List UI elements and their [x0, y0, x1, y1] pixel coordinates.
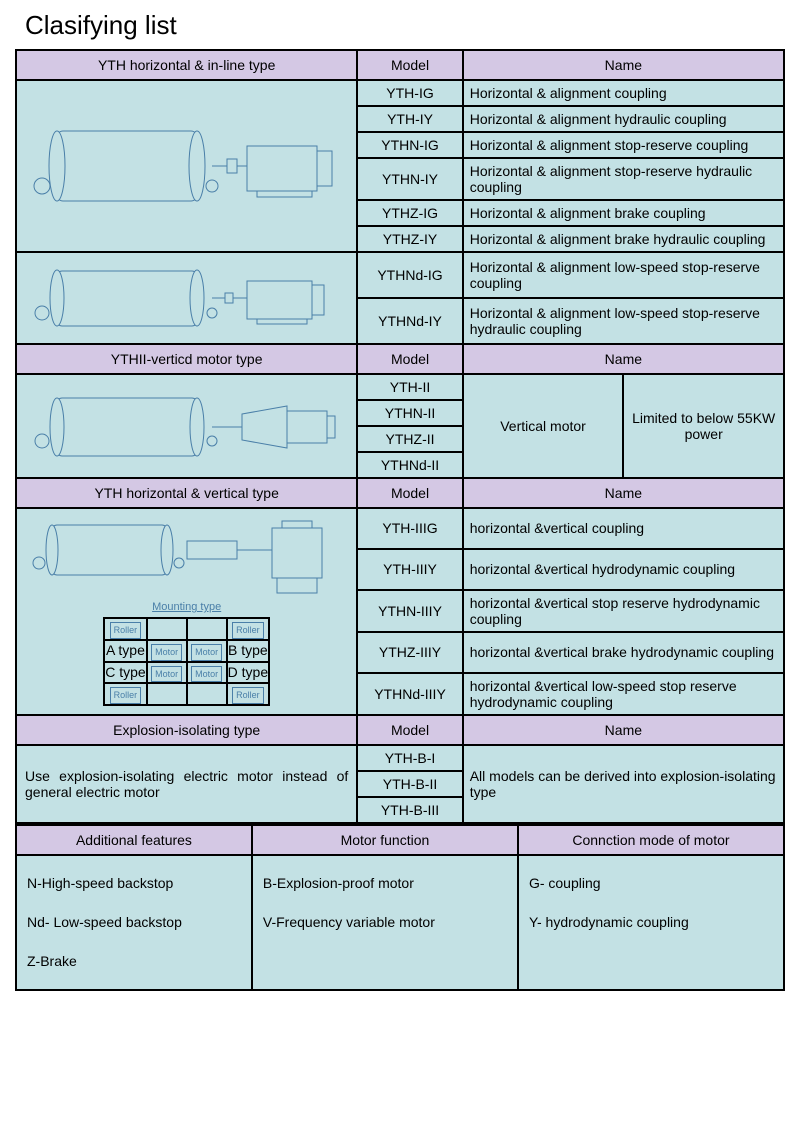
diagram-section1a	[16, 80, 357, 252]
feat-0: N-High-speed backstop	[27, 864, 241, 903]
s2-name: Vertical motor	[463, 374, 624, 478]
s1-name-1: Horizontal & alignment hydraulic couplin…	[463, 106, 784, 132]
s3-model-1: YTH-IIIY	[357, 549, 462, 590]
s1-name-5: Horizontal & alignment brake hydraulic c…	[463, 226, 784, 252]
motorfunc-cell: B-Explosion-proof motor V-Frequency vari…	[252, 855, 518, 991]
s3-name-0: horizontal &vertical coupling	[463, 508, 784, 549]
mount-roller: Roller	[110, 622, 142, 639]
conn-1: Y- hydrodynamic coupling	[529, 903, 773, 942]
s3-model-0: YTH-IIIG	[357, 508, 462, 549]
bottom-h2: Motor function	[252, 825, 518, 855]
page-title: Clasifying list	[25, 10, 785, 41]
mount-c: C type	[104, 662, 146, 684]
s1b-model-0: YTHNd-IG	[357, 252, 462, 298]
mount-motor: Motor	[151, 644, 182, 661]
feat-2: Z-Brake	[27, 942, 241, 981]
mount-motor: Motor	[191, 644, 222, 661]
bottom-table: Additional features Motor function Connc…	[15, 824, 785, 992]
diagram-section2	[16, 374, 357, 478]
s1-model-3: YTHN-IY	[357, 158, 462, 200]
s1-model-2: YTHN-IG	[357, 132, 462, 158]
diagram-section3: Mounting type Roller Roller A type Motor…	[16, 508, 357, 715]
col-model-3: Model	[357, 478, 462, 508]
s2-model-1: YTHN-II	[357, 400, 462, 426]
classifying-table: YTH horizontal & in-line type Model Name…	[15, 49, 785, 824]
s1-name-2: Horizontal & alignment stop-reserve coup…	[463, 132, 784, 158]
col-model-2: Model	[357, 344, 462, 374]
s3-model-2: YTHN-IIIY	[357, 590, 462, 632]
mf-0: B-Explosion-proof motor	[263, 864, 507, 903]
s3-name-4: horizontal &vertical low-speed stop rese…	[463, 673, 784, 715]
col-name-4: Name	[463, 715, 784, 745]
s1b-name-1: Horizontal & alignment low-speed stop-re…	[463, 298, 784, 344]
s2-model-2: YTHZ-II	[357, 426, 462, 452]
s1-name-3: Horizontal & alignment stop-reserve hydr…	[463, 158, 784, 200]
s4-name: All models can be derived into explosion…	[463, 745, 784, 823]
mounting-diagram: Mounting type Roller Roller A type Motor…	[21, 598, 352, 710]
mount-roller: Roller	[232, 687, 264, 704]
col-model-4: Model	[357, 715, 462, 745]
s4-model-2: YTH-B-III	[357, 797, 462, 823]
mount-d: D type	[227, 662, 269, 684]
s3-model-3: YTHZ-IIIY	[357, 632, 462, 673]
s1b-name-0: Horizontal & alignment low-speed stop-re…	[463, 252, 784, 298]
section4-header: Explosion-isolating type	[16, 715, 357, 745]
features-cell: N-High-speed backstop Nd- Low-speed back…	[16, 855, 252, 991]
s1-model-1: YTH-IY	[357, 106, 462, 132]
s1-model-5: YTHZ-IY	[357, 226, 462, 252]
s3-name-2: horizontal &vertical stop reserve hydrod…	[463, 590, 784, 632]
conn-cell: G- coupling Y- hydrodynamic coupling	[518, 855, 784, 991]
col-name: Name	[463, 50, 784, 80]
mount-b: B type	[227, 640, 269, 662]
s1-name-0: Horizontal & alignment coupling	[463, 80, 784, 106]
section3-header: YTH horizontal & vertical type	[16, 478, 357, 508]
s2-limit: Limited to below 55KW power	[623, 374, 784, 478]
feat-1: Nd- Low-speed backstop	[27, 903, 241, 942]
section4-desc: Use explosion-isolating electric motor i…	[16, 745, 357, 823]
s4-model-0: YTH-B-I	[357, 745, 462, 771]
section1-header: YTH horizontal & in-line type	[16, 50, 357, 80]
col-name-3: Name	[463, 478, 784, 508]
bottom-h3: Connction mode of motor	[518, 825, 784, 855]
mount-roller: Roller	[110, 687, 142, 704]
s3-name-3: horizontal &vertical brake hydrodynamic …	[463, 632, 784, 673]
col-name-2: Name	[463, 344, 784, 374]
mount-motor: Motor	[151, 666, 182, 683]
mount-a: A type	[104, 640, 146, 662]
s4-model-1: YTH-B-II	[357, 771, 462, 797]
s1-model-4: YTHZ-IG	[357, 200, 462, 226]
s2-model-0: YTH-II	[357, 374, 462, 400]
conn-0: G- coupling	[529, 864, 773, 903]
bottom-h1: Additional features	[16, 825, 252, 855]
mount-roller: Roller	[232, 622, 264, 639]
mf-1: V-Frequency variable motor	[263, 903, 507, 942]
s3-model-4: YTHNd-IIIY	[357, 673, 462, 715]
s1b-model-1: YTHNd-IY	[357, 298, 462, 344]
col-model: Model	[357, 50, 462, 80]
diagram-section1b	[16, 252, 357, 344]
s1-name-4: Horizontal & alignment brake coupling	[463, 200, 784, 226]
s3-name-1: horizontal &vertical hydrodynamic coupli…	[463, 549, 784, 590]
mount-motor: Motor	[191, 666, 222, 683]
mounting-title: Mounting type	[23, 600, 350, 615]
s1-model-0: YTH-IG	[357, 80, 462, 106]
s2-model-3: YTHNd-II	[357, 452, 462, 478]
section2-header: YTHII-verticd motor type	[16, 344, 357, 374]
